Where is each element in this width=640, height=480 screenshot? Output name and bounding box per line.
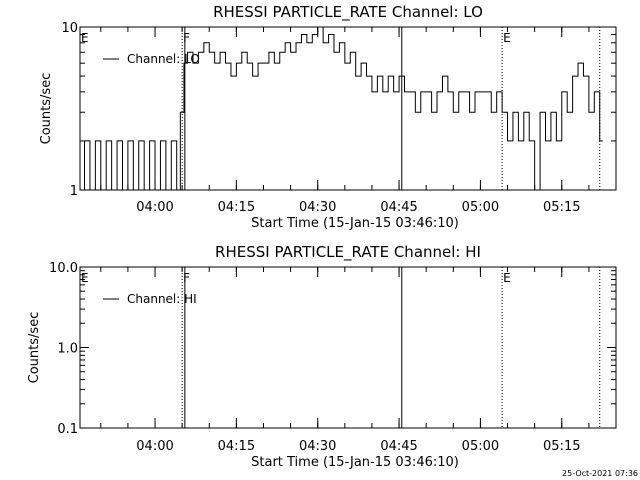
x-tick-label: 04:00 xyxy=(136,200,173,215)
marker-label: E xyxy=(503,271,511,285)
x-tick-label: 04:30 xyxy=(299,439,336,454)
x-tick-label: 04:00 xyxy=(136,439,173,454)
x-axis-label: Start Time (15-Jan-15 03:46:10) xyxy=(251,455,459,470)
y-tick-label: 10 xyxy=(61,21,78,36)
x-tick-label: 04:30 xyxy=(299,200,336,215)
chart-hi: RHESSI PARTICLE_RATE Channel: HI 0.1 1.0 10… xyxy=(27,243,617,470)
y-tick-label: 10.0 xyxy=(49,261,78,276)
timestamp-label: 25-Oct-2021 07:36 xyxy=(562,469,638,478)
x-axis-label: Start Time (15-Jan-15 03:46:10) xyxy=(251,216,459,231)
y-tick-label: 1.0 xyxy=(57,342,78,357)
legend-label: Channel: LO xyxy=(127,52,200,66)
x-tick-label: 05:15 xyxy=(543,200,580,215)
marker-label: F xyxy=(183,31,190,45)
chart-title: RHESSI PARTICLE_RATE Channel: HI xyxy=(215,243,481,262)
series-line xyxy=(80,26,603,191)
marker-label: E xyxy=(81,271,89,285)
x-tick-label: 04:15 xyxy=(218,200,255,215)
y-tick-label: 0.1 xyxy=(57,422,78,437)
y-axis-label: Counts/sec xyxy=(27,312,42,384)
chart-title: RHESSI PARTICLE_RATE Channel: LO xyxy=(213,3,483,22)
marker-label: E xyxy=(81,31,89,45)
x-tick-label: 05:15 xyxy=(543,439,580,454)
x-tick-label: 04:45 xyxy=(380,439,417,454)
x-tick-label: 05:00 xyxy=(462,200,499,215)
y-tick-label: 1 xyxy=(70,184,78,199)
x-tick-label: 05:00 xyxy=(462,439,499,454)
marker-label: F xyxy=(183,271,190,285)
legend-label: Channel: HI xyxy=(127,292,197,306)
marker-label: E xyxy=(503,31,511,45)
x-tick-label: 04:15 xyxy=(218,439,255,454)
x-tick-label: 04:45 xyxy=(380,200,417,215)
y-axis-label: Counts/sec xyxy=(39,73,54,145)
chart-lo: RHESSI PARTICLE_RATE Channel: LO 1 10 04:00… xyxy=(39,3,617,231)
